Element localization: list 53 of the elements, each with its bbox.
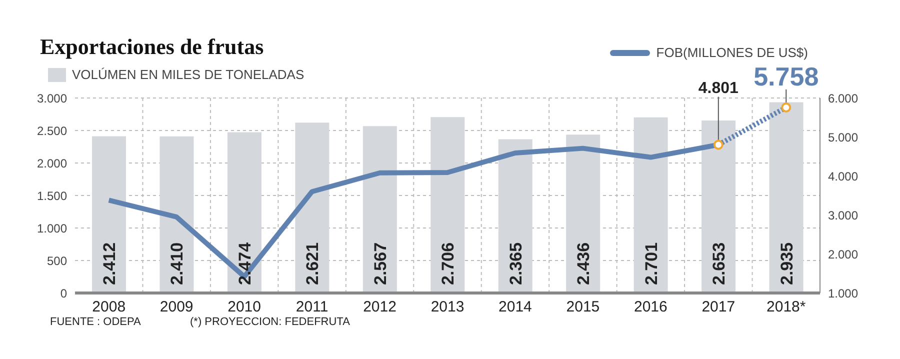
y2-tick-label: 3.000 — [828, 208, 858, 222]
y2-tick-label: 6.000 — [828, 91, 858, 106]
x-tick-label: 2012 — [363, 298, 396, 316]
legend-label: VOLÚMEN EN MILES DE TONELADAS — [72, 67, 304, 82]
data-label: 2.935 — [777, 242, 796, 285]
x-tick-label: 2013 — [430, 298, 464, 316]
x-tick-label: 2011 — [296, 298, 328, 316]
text: (*) PROYECCION: FEDEFRUTA — [190, 316, 350, 328]
x-tick-label: 2014 — [498, 298, 532, 316]
data-label: 2.653 — [710, 242, 729, 285]
bar — [702, 120, 736, 293]
bar — [634, 117, 668, 293]
x-tick-label: 2018* — [766, 298, 806, 316]
bar — [430, 117, 465, 293]
y-tick-label: 500 — [46, 254, 68, 268]
y2-tick-label: 4.000 — [828, 169, 858, 184]
bar — [566, 134, 600, 293]
data-label: 4.801 — [698, 80, 739, 97]
data-label: 2.412 — [100, 242, 119, 285]
y-tick-label: 3.000 — [36, 91, 68, 106]
x-tick-label: 2010 — [228, 298, 262, 316]
y2-tick-label: 5.000 — [828, 130, 858, 144]
x-tick-label: 2016 — [634, 298, 668, 316]
data-label: 2.706 — [438, 242, 458, 285]
bar — [92, 136, 126, 293]
y-tick-label: 2.000 — [36, 156, 68, 170]
bar — [498, 139, 532, 293]
data-label: 2.701 — [642, 242, 661, 285]
bar — [227, 132, 262, 293]
data-label: 2.567 — [370, 242, 390, 285]
data-label: 2.410 — [168, 242, 187, 285]
source-note: FUENTE : ODEPA — [50, 316, 141, 328]
data-label: 2.474 — [235, 242, 254, 285]
legend-label: FOB(MILLONES DE US$) — [656, 45, 808, 60]
y-tick-label: 1.500 — [36, 188, 68, 203]
data-label: 2.436 — [574, 242, 594, 285]
y-tick-label: 2.500 — [36, 124, 68, 138]
bar — [362, 126, 397, 293]
bar — [295, 122, 330, 293]
x-tick-label: 2015 — [566, 298, 600, 316]
y-tick-label: 0 — [60, 286, 68, 300]
y2-tick-label: 1.000 — [828, 286, 858, 300]
x-tick-label: 2008 — [92, 298, 126, 316]
bar — [769, 102, 804, 293]
data-label: 2.621 — [303, 242, 322, 285]
bar — [160, 136, 194, 293]
y2-tick-label: 2.000 — [828, 247, 858, 262]
data-label: 2.365 — [506, 242, 526, 285]
x-tick-label: 2009 — [160, 298, 194, 316]
chart-title: Exportaciones de frutas — [40, 34, 264, 60]
x-tick-label: 2017 — [702, 298, 736, 316]
y-tick-label: 1.000 — [36, 221, 68, 236]
data-label: 5.758 — [754, 61, 819, 92]
